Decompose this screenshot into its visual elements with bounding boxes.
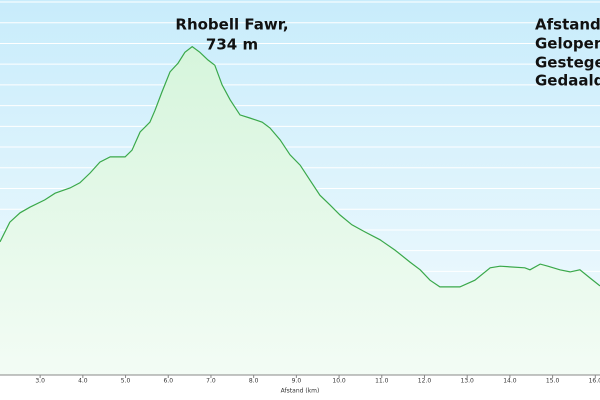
x-tick-label: 9.0 [292,378,302,385]
x-tick-label: 15.0 [546,378,560,385]
elevation-area [0,46,600,375]
x-tick-label: 8.0 [249,378,259,385]
x-tick-label: 13.0 [461,378,475,385]
x-tick-label: 16.0 [589,378,600,385]
x-tick-label: 14.0 [503,378,517,385]
x-tick-label: 11.0 [375,378,389,385]
stat-label: Gelopen: [535,35,600,53]
x-tick-label: 7.0 [206,378,216,385]
axis-background [0,375,600,400]
x-tick-label: 10.0 [332,378,346,385]
x-tick-label: 5.0 [121,378,131,385]
stat-label: Gedaald: [535,72,600,90]
elevation-line [0,45,600,288]
peak-annotation: 734 m [206,36,258,54]
x-axis-label: Afstand (km) [281,388,320,395]
stat-label: Afstand: [535,16,600,34]
x-tick-label: 3.0 [35,378,45,385]
x-tick-label: 12.0 [418,378,432,385]
x-tick-label: 4.0 [78,378,88,385]
stat-label: Gestegen: [535,54,600,72]
peak-annotation: Rhobell Fawr, [175,16,288,34]
x-tick-label: 6.0 [163,378,173,385]
